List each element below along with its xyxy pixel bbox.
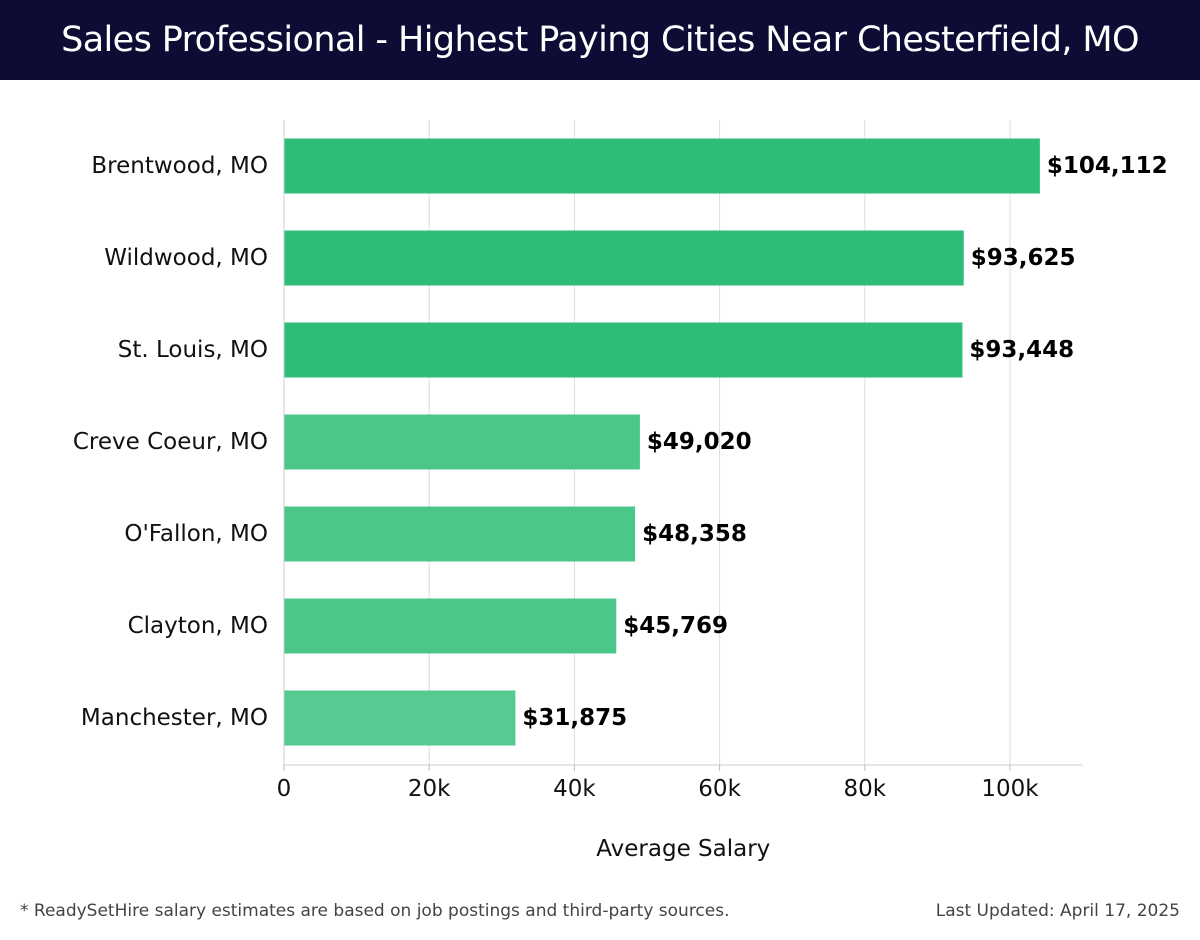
bar (284, 138, 1040, 194)
chart-header: Sales Professional - Highest Paying Citi… (0, 0, 1200, 80)
bar (284, 690, 516, 746)
x-tick-label: 100k (981, 776, 1039, 802)
value-label: $93,625 (971, 245, 1076, 271)
value-label: $104,112 (1047, 153, 1168, 179)
category-label: Creve Coeur, MO (73, 429, 268, 455)
value-label: $49,020 (647, 429, 752, 455)
category-label: Manchester, MO (81, 705, 268, 731)
value-label: $31,875 (522, 705, 627, 731)
bar (284, 230, 964, 286)
bar (284, 506, 636, 562)
x-axis-title: Average Salary (596, 836, 770, 862)
category-label: Wildwood, MO (104, 245, 268, 271)
bar (284, 598, 617, 654)
footer-last-updated: Last Updated: April 17, 2025 (935, 901, 1180, 921)
x-tick-label: 0 (277, 776, 292, 802)
value-label: $45,769 (623, 613, 728, 639)
x-tick-label: 20k (408, 776, 451, 802)
bar (284, 414, 640, 470)
salary-bar-chart: Brentwood, MO $104,112 Wildwood, MO $93,625… (73, 120, 1168, 862)
category-label: Clayton, MO (128, 613, 268, 639)
bar (284, 322, 963, 378)
category-label: St. Louis, MO (118, 337, 268, 363)
category-label: Brentwood, MO (91, 153, 268, 179)
category-label: O'Fallon, MO (124, 521, 268, 547)
chart-title: Sales Professional - Highest Paying Citi… (61, 20, 1139, 60)
x-tick-label: 60k (698, 776, 741, 802)
footer-disclaimer: * ReadySetHire salary estimates are base… (20, 901, 730, 921)
x-tick-label: 40k (553, 776, 596, 802)
x-tick-label: 80k (844, 776, 887, 802)
value-label: $93,448 (969, 337, 1074, 363)
value-label: $48,358 (642, 521, 747, 547)
